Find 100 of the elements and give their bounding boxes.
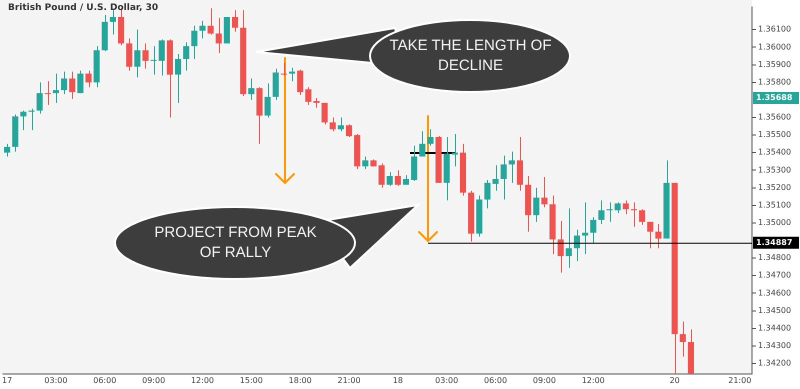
- candlestick: [199, 20, 206, 39]
- candlestick: [232, 10, 238, 32]
- x-tick-label: 06:00: [93, 376, 116, 385]
- candlestick: [175, 54, 182, 104]
- y-tick-label: 1.36100: [758, 24, 792, 34]
- candlestick: [330, 116, 336, 132]
- x-tick-label: 09:00: [142, 376, 166, 385]
- x-tick-label: 09:00: [532, 376, 556, 385]
- candlestick: [338, 116, 344, 132]
- candlestick: [566, 208, 572, 268]
- candlestick: [183, 42, 190, 72]
- x-tick-label: 21:00: [337, 376, 361, 385]
- y-tick-label: 1.34600: [758, 288, 792, 298]
- candlestick: [630, 202, 638, 228]
- candlestick: [614, 202, 621, 214]
- x-tick-label: 18:00: [288, 376, 312, 385]
- x-tick-label: 06:00: [484, 376, 508, 385]
- candlestick: [590, 216, 596, 244]
- x-tick-label: 12:00: [582, 376, 605, 385]
- candlestick: [248, 78, 254, 100]
- candlestick: [28, 108, 35, 131]
- candlestick: [313, 97, 320, 108]
- x-tick-label: 20: [670, 376, 680, 385]
- candlestick: [305, 86, 312, 106]
- candlestick: [394, 170, 401, 186]
- chart-title: British Pound / U.S. Dollar, 30: [8, 3, 158, 13]
- candlestick: [419, 130, 426, 157]
- y-tick-label: 1.35600: [758, 112, 792, 122]
- candlestick: [44, 80, 51, 106]
- candlestick: [378, 162, 385, 188]
- candlestick: [639, 208, 646, 226]
- y-tick-label: 1.34800: [758, 253, 792, 262]
- candlestick: [297, 69, 304, 96]
- candlestick: [77, 70, 84, 94]
- candlestick: [508, 151, 515, 184]
- candlestick: [598, 200, 604, 224]
- candlestick: [647, 221, 654, 249]
- candlestick: [150, 46, 157, 76]
- candlestick: [386, 172, 393, 186]
- x-tick-label: 12:00: [190, 376, 214, 385]
- y-tick-label: 1.35200: [758, 182, 792, 192]
- y-tick-label: 1.34700: [758, 270, 792, 280]
- candlestick: [126, 38, 132, 72]
- candlestick: [142, 42, 149, 70]
- candlestick: [191, 25, 198, 60]
- candlestick: [655, 223, 662, 249]
- candlestick: [427, 128, 434, 146]
- candlestick: [484, 180, 490, 209]
- candlestick: [52, 73, 59, 104]
- text: 1.35688: [753, 92, 799, 104]
- candlestick: [36, 82, 43, 114]
- candlestick: [541, 176, 548, 208]
- y-tick-label: 1.35300: [758, 165, 792, 174]
- candlestick: [208, 8, 214, 36]
- candlestick: [69, 71, 76, 100]
- x-tick-label: 03:00: [435, 376, 458, 385]
- candlestick: [4, 143, 10, 157]
- y-tick-label: 1.35000: [758, 218, 792, 227]
- x-tick-label: 18: [392, 376, 403, 385]
- candlestick: [288, 67, 296, 82]
- candlestick: [158, 38, 165, 76]
- y-tick-label: 1.35800: [758, 77, 792, 86]
- y-tick-label: 1.34300: [758, 340, 792, 350]
- candlestick: [533, 187, 540, 222]
- candlestick: [452, 134, 458, 167]
- y-tick-label: 1.35500: [758, 130, 792, 140]
- annotation: PROJECT FROM PEAK OF RALLY: [153, 223, 318, 263]
- x-tick-label: 17: [2, 376, 12, 385]
- candlestick: [362, 156, 368, 170]
- y-tick-label: 1.34500: [758, 306, 792, 315]
- candlestick: [402, 174, 410, 186]
- candlestick: [20, 110, 26, 131]
- ref-line-label: 1.34887: [756, 238, 792, 247]
- candlestick: [216, 17, 222, 54]
- candlestick: [622, 200, 629, 215]
- candlestick: [264, 82, 271, 118]
- candlestick: [134, 29, 140, 78]
- x-tick-label: 15:00: [240, 376, 263, 385]
- candlestick: [110, 10, 116, 36]
- candlestick: [411, 145, 418, 182]
- candlestick: [680, 320, 686, 358]
- candlestick: [61, 71, 68, 95]
- y-tick-label: 1.35400: [758, 148, 792, 157]
- annotation: TAKE THE LENGTH OF DECLINE: [388, 36, 552, 76]
- y-tick-label: 1.35100: [758, 200, 792, 210]
- y-tick-label: 1.35900: [758, 60, 792, 69]
- candlestick: [280, 62, 287, 76]
- candlestick: [582, 202, 588, 255]
- candlestick: [85, 70, 92, 88]
- x-tick-label: 21:00: [728, 376, 752, 385]
- candlestick: [492, 164, 499, 192]
- candlestick: [322, 102, 328, 125]
- candlestick: [558, 220, 564, 274]
- x-tick-label: 03:00: [44, 376, 68, 385]
- candlestick: [606, 202, 613, 222]
- y-tick-label: 1.34200: [758, 358, 792, 368]
- candlestick: [500, 155, 507, 200]
- y-tick-label: 1.36000: [758, 42, 792, 52]
- y-tick-label: 1.34400: [758, 323, 792, 332]
- candlestick: [346, 124, 352, 138]
